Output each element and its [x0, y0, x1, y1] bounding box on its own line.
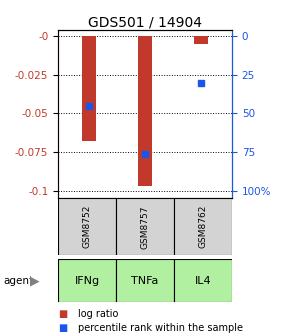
- Text: TNFa: TNFa: [131, 276, 159, 286]
- Title: GDS501 / 14904: GDS501 / 14904: [88, 15, 202, 29]
- Bar: [174, 198, 232, 255]
- Bar: [58, 198, 116, 255]
- Bar: [58, 259, 116, 302]
- Text: GSM8757: GSM8757: [140, 205, 150, 249]
- Text: log ratio: log ratio: [78, 309, 119, 319]
- Text: GSM8752: GSM8752: [82, 205, 92, 249]
- Text: agent: agent: [3, 276, 33, 286]
- Text: ■: ■: [58, 323, 67, 333]
- Text: IFNg: IFNg: [75, 276, 99, 286]
- Text: percentile rank within the sample: percentile rank within the sample: [78, 323, 243, 333]
- Text: IL4: IL4: [195, 276, 211, 286]
- Bar: [174, 259, 232, 302]
- Text: ▶: ▶: [30, 274, 40, 287]
- Bar: [138, 36, 152, 186]
- Bar: [116, 259, 174, 302]
- Bar: [194, 36, 208, 44]
- Bar: [82, 36, 96, 141]
- Text: ■: ■: [58, 309, 67, 319]
- Text: GSM8762: GSM8762: [198, 205, 208, 249]
- Bar: [116, 198, 174, 255]
